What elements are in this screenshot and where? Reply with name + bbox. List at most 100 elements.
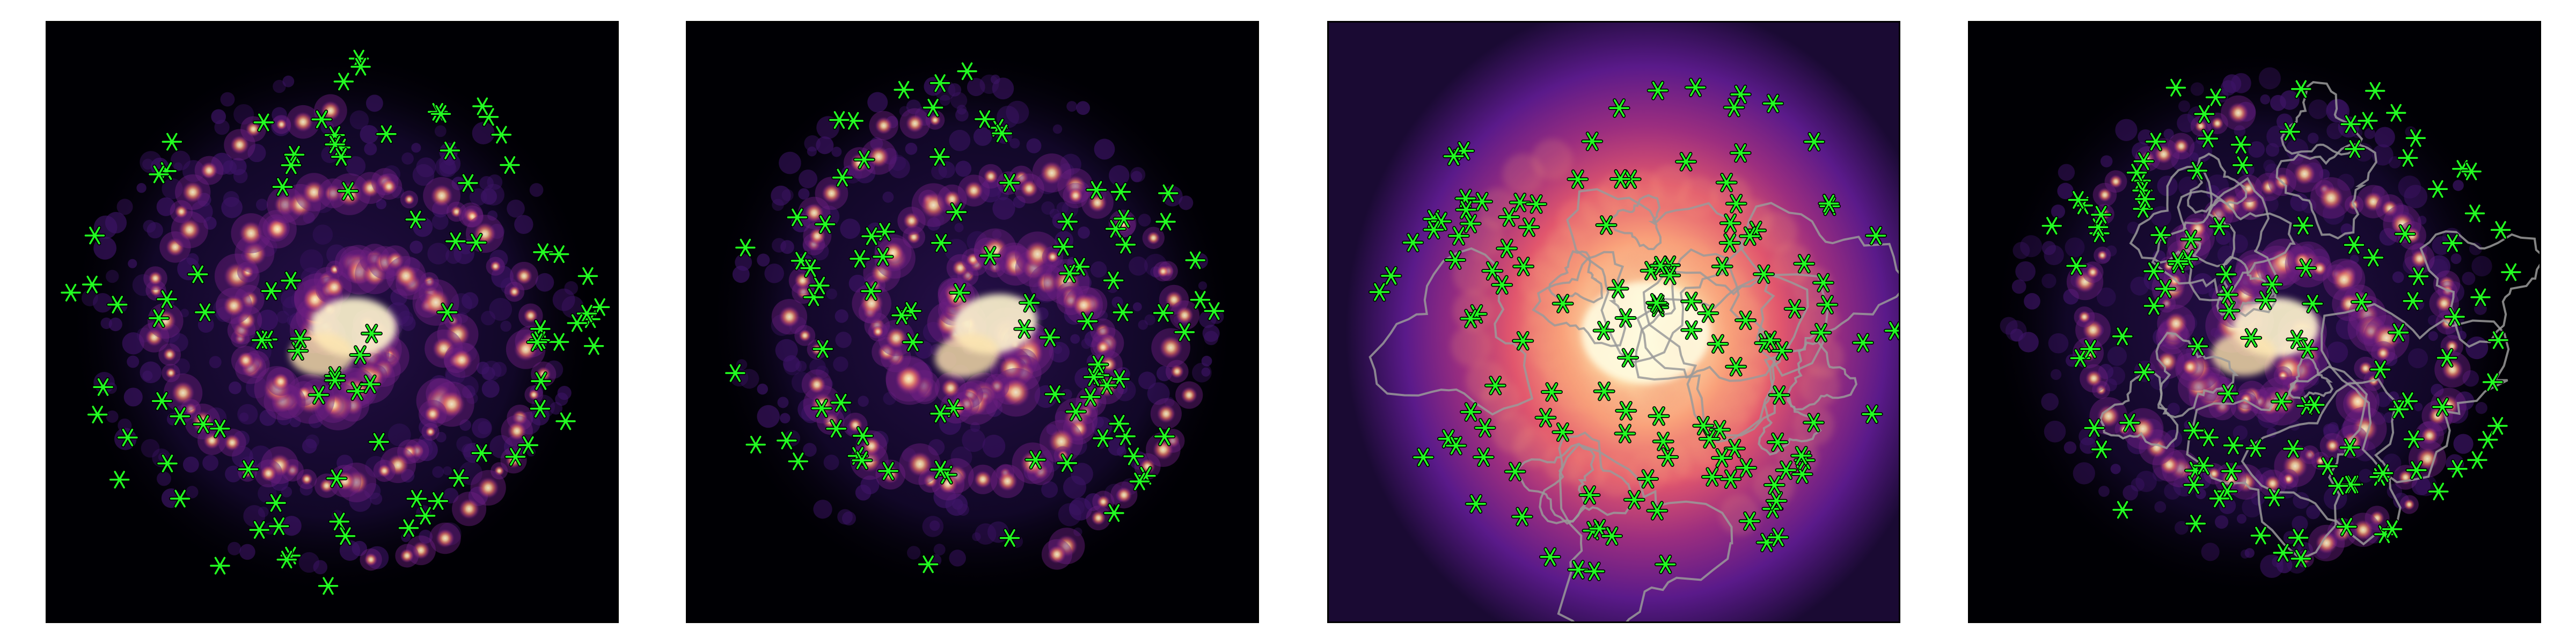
asterisk-icon (1861, 404, 1883, 424)
asterisk-icon (1102, 270, 1125, 290)
asterisk-icon (2216, 284, 2239, 305)
asterisk-icon (1729, 143, 1752, 163)
asterisk-icon (928, 147, 951, 167)
asterisk-icon (1471, 192, 1494, 211)
asterisk-icon (1113, 209, 1135, 229)
asterisk-icon (979, 246, 1001, 266)
asterisk-icon (831, 167, 854, 188)
asterisk-icon (398, 518, 420, 538)
asterisk-icon (2218, 301, 2241, 321)
asterisk-icon (2208, 488, 2230, 509)
asterisk-icon (1864, 225, 1887, 246)
asterisk-icon (1122, 447, 1145, 466)
asterisk-icon (1018, 292, 1041, 313)
asterisk-icon (1109, 182, 1132, 202)
galaxy-map-panel-2 (687, 23, 1257, 621)
asterisk-icon (1675, 152, 1697, 172)
asterisk-icon (1723, 438, 1746, 458)
asterisk-icon (814, 214, 837, 235)
asterisk-icon (330, 147, 353, 167)
asterisk-icon (1754, 333, 1776, 353)
panel-1-markers (60, 48, 611, 596)
asterisk-icon (1189, 290, 1211, 310)
asterisk-icon (1540, 382, 1563, 402)
asterisk-icon (438, 141, 461, 160)
asterisk-icon (465, 232, 487, 253)
asterisk-icon (504, 447, 526, 467)
asterisk-icon (1718, 233, 1741, 253)
asterisk-icon (860, 226, 883, 246)
asterisk-icon (2154, 279, 2177, 299)
asterisk-icon (1592, 320, 1615, 341)
asterisk-icon (1637, 469, 1659, 489)
galaxy-map-panel-3 (1329, 23, 1899, 621)
asterisk-icon (1763, 475, 1785, 495)
asterisk-icon (1753, 264, 1775, 284)
asterisk-icon (851, 450, 873, 470)
asterisk-icon (1498, 207, 1520, 227)
asterisk-icon (930, 233, 953, 253)
asterisk-icon (1609, 169, 1631, 189)
asterisk-icon (2404, 128, 2427, 148)
asterisk-icon (448, 468, 470, 488)
asterisk-icon (1818, 194, 1840, 214)
asterisk-icon (1552, 294, 1574, 313)
asterisk-icon (1793, 254, 1816, 274)
asterisk-icon (116, 428, 139, 448)
asterisk-icon (1707, 334, 1729, 354)
galaxy-map-3 (1329, 23, 1899, 621)
asterisk-icon (744, 435, 767, 455)
asterisk-icon (2215, 265, 2237, 284)
asterisk-icon (169, 406, 191, 426)
asterisk-icon (1614, 308, 1637, 328)
asterisk-icon (280, 270, 302, 291)
asterisk-icon (86, 405, 109, 425)
asterisk-icon (2303, 395, 2326, 415)
asterisk-icon (1087, 354, 1109, 375)
asterisk-icon (2111, 500, 2134, 520)
asterisk-icon (1114, 235, 1137, 255)
asterisk-icon (283, 144, 305, 165)
asterisk-icon (1154, 211, 1177, 232)
asterisk-icon (583, 336, 605, 356)
asterisk-icon (2407, 266, 2429, 287)
asterisk-icon (2385, 103, 2407, 123)
asterisk-icon (825, 419, 847, 439)
asterisk-icon (734, 238, 757, 258)
asterisk-icon (2387, 323, 2410, 342)
asterisk-icon (404, 209, 427, 230)
asterisk-icon (1567, 560, 1590, 580)
asterisk-icon (1108, 414, 1130, 434)
asterisk-icon (2446, 459, 2469, 479)
asterisk-icon (811, 339, 834, 359)
asterisk-icon (1111, 302, 1134, 323)
asterisk-icon (1013, 319, 1036, 339)
asterisk-icon (532, 242, 554, 262)
asterisk-icon (1157, 183, 1180, 203)
asterisk-icon (2134, 189, 2156, 209)
asterisk-icon (328, 511, 350, 532)
asterisk-icon (265, 493, 287, 513)
asterisk-icon (2142, 296, 2165, 316)
asterisk-icon (1085, 180, 1108, 200)
asterisk-icon (470, 443, 493, 463)
asterisk-icon (92, 377, 114, 397)
asterisk-icon (852, 426, 874, 446)
asterisk-icon (1581, 131, 1604, 151)
asterisk-icon (2486, 416, 2509, 436)
asterisk-icon (1719, 213, 1741, 233)
asterisk-icon (1412, 447, 1435, 467)
asterisk-icon (1422, 219, 1445, 240)
asterisk-icon (1816, 295, 1839, 314)
asterisk-icon (1459, 214, 1482, 233)
asterisk-icon (334, 526, 357, 546)
asterisk-icon (1765, 491, 1788, 511)
asterisk-icon (2362, 247, 2384, 268)
asterisk-icon (1534, 408, 1557, 428)
asterisk-icon (2079, 339, 2102, 359)
asterisk-icon (949, 283, 971, 303)
asterisk-icon (2249, 525, 2272, 546)
asterisk-icon (2270, 391, 2293, 412)
asterisk-icon (799, 258, 822, 278)
asterisk-icon (1767, 527, 1789, 547)
